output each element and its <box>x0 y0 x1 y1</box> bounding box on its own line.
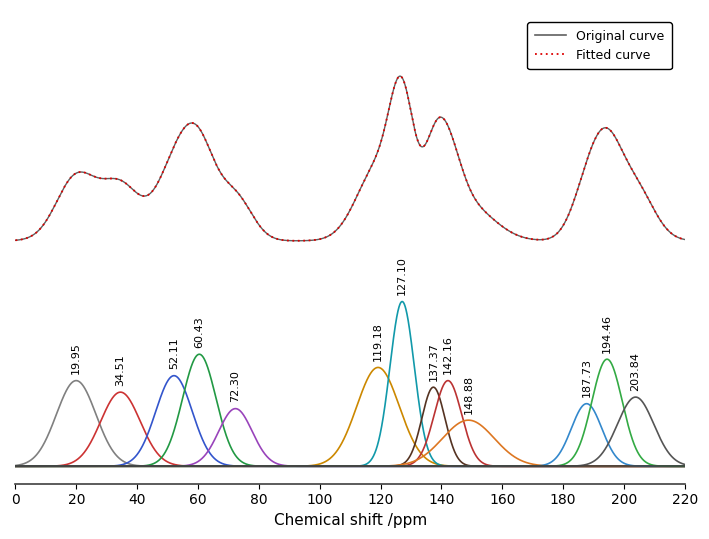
Text: 60.43: 60.43 <box>194 316 204 348</box>
Text: 148.88: 148.88 <box>464 375 474 413</box>
Text: 142.16: 142.16 <box>443 335 453 374</box>
Legend: Original curve, Fitted curve: Original curve, Fitted curve <box>527 22 672 70</box>
Text: 119.18: 119.18 <box>373 322 383 361</box>
Text: 34.51: 34.51 <box>116 354 125 385</box>
Text: 187.73: 187.73 <box>581 358 591 397</box>
X-axis label: Chemical shift /ppm: Chemical shift /ppm <box>274 513 427 528</box>
Text: 127.10: 127.10 <box>397 256 407 295</box>
Text: 137.37: 137.37 <box>428 342 438 381</box>
Text: 52.11: 52.11 <box>169 337 179 369</box>
Text: 19.95: 19.95 <box>71 342 81 374</box>
Text: 72.30: 72.30 <box>230 370 240 402</box>
Text: 203.84: 203.84 <box>630 351 641 391</box>
Text: 194.46: 194.46 <box>602 314 612 353</box>
